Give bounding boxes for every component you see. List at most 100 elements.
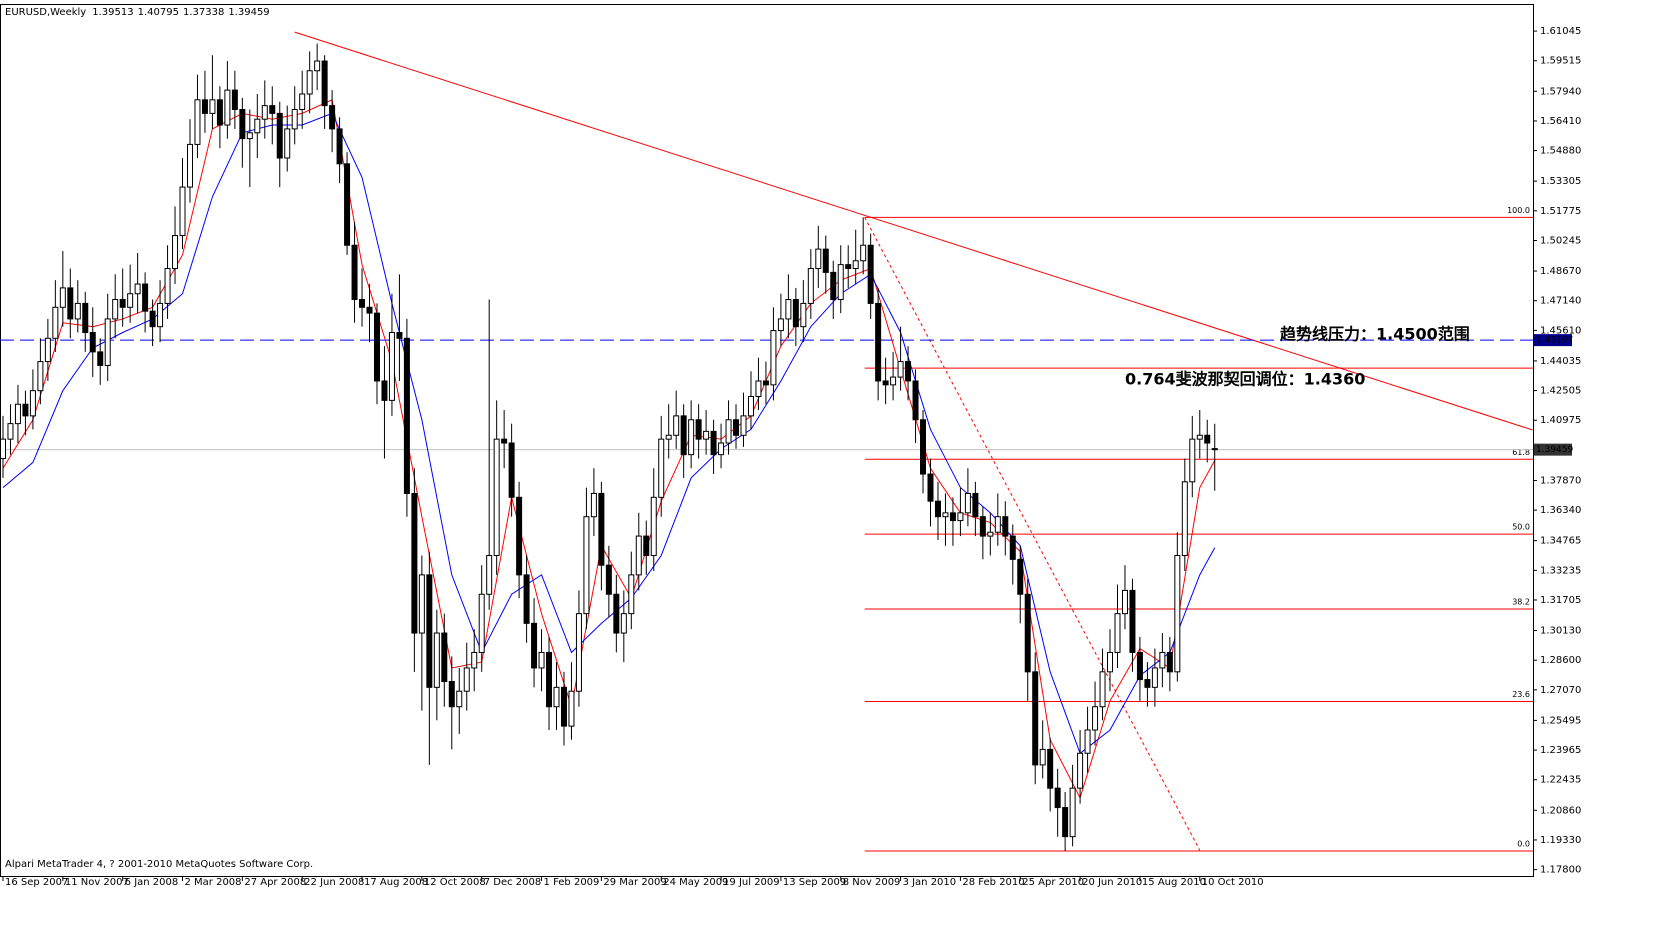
candle-body (852, 260, 859, 270)
candle-body (890, 376, 897, 386)
candle-body (1189, 438, 1196, 483)
candle-body (777, 318, 784, 332)
candle-body (875, 302, 882, 382)
candle-body (1032, 671, 1039, 766)
candle-body (822, 248, 829, 273)
y-tick-label: 1.61045 (1540, 26, 1581, 37)
candle-body (807, 268, 814, 304)
candle-body (830, 271, 837, 301)
candle-body (957, 512, 964, 522)
candle-body (635, 535, 642, 576)
candle-body (456, 690, 463, 708)
x-tick-label: 17 Aug 2008 (364, 877, 428, 888)
y-tick-label: 1.47140 (1540, 296, 1581, 307)
annotation: 趋势线压力：1.4500范围 (1280, 325, 1470, 344)
candle-body (523, 574, 530, 624)
candle-body (97, 351, 104, 366)
candle-body (224, 89, 231, 126)
candle-body (359, 299, 366, 308)
candle-body (710, 430, 717, 456)
moving-average (2, 99, 1216, 800)
fib-label: 61.8 (1512, 448, 1530, 457)
candle-body (1114, 613, 1121, 653)
x-tick-label: 3 Jan 2010 (903, 877, 957, 888)
candle-body (239, 109, 246, 140)
candle-body (501, 438, 508, 444)
candle-body (172, 235, 179, 270)
candle-body (568, 690, 575, 727)
candle-body (1084, 729, 1091, 754)
candle-body (426, 574, 433, 688)
candle-body (800, 302, 807, 328)
candle-body (321, 60, 328, 107)
y-tick-label: 1.48670 (1540, 266, 1581, 277)
candle-body (912, 380, 919, 421)
candle-body (366, 306, 373, 314)
x-tick-label: 28 Feb 2010 (962, 877, 1024, 888)
candle-body (306, 70, 313, 95)
fib-label: 50.0 (1512, 523, 1530, 532)
y-tick-label: 1.50245 (1540, 235, 1581, 246)
candle-body (762, 380, 769, 386)
candle-body (433, 632, 440, 688)
y-tick-label: 1.59515 (1540, 56, 1581, 67)
candle-body (1107, 651, 1114, 673)
candle-body (216, 99, 223, 126)
price-box (1534, 443, 1572, 456)
candle-body (134, 283, 141, 295)
candle-body (22, 403, 29, 417)
low: 1.37338 (183, 7, 224, 18)
candle-body (246, 132, 253, 140)
candle-body (882, 380, 889, 386)
candle-body (1181, 481, 1188, 556)
candle-body (1062, 807, 1069, 838)
y-tick-label: 1.20860 (1540, 805, 1581, 816)
candle-body (949, 512, 956, 522)
candle-body (546, 651, 553, 708)
candle-body (605, 564, 612, 595)
candle-body (747, 395, 754, 417)
candle-body (905, 361, 912, 382)
x-tick-label: 15 Aug 2010 (1142, 877, 1206, 888)
candle-body (792, 299, 799, 328)
candle-body (1196, 434, 1203, 440)
y-tick-label: 1.30130 (1540, 626, 1581, 637)
y-tick-label: 1.45610 (1540, 325, 1581, 336)
candle-body (291, 109, 298, 130)
candle-body (560, 686, 567, 727)
y-tick-label: 1.34765 (1540, 536, 1581, 547)
candle-body (972, 492, 979, 518)
fib-label: 23.6 (1512, 690, 1530, 699)
candle-body (463, 667, 470, 692)
candle-body (1166, 651, 1173, 673)
candle-body (1136, 651, 1143, 681)
y-tick-label: 1.51775 (1540, 206, 1581, 217)
candle-body (867, 244, 874, 304)
price-box-label: 1.45107 (1536, 336, 1573, 346)
candle-body (934, 500, 941, 518)
fib-diagonal (864, 217, 1201, 851)
candle-body (1009, 535, 1016, 560)
x-tick-label: 10 Oct 2010 (1202, 877, 1264, 888)
y-tick-label: 1.28600 (1540, 655, 1581, 666)
candle-body (299, 93, 306, 111)
candle-body (994, 516, 1001, 533)
candle-body (531, 622, 538, 669)
x-tick-label: 19 Jul 2009 (723, 877, 780, 888)
y-tick-label: 1.53305 (1540, 176, 1581, 187)
y-tick-label: 1.31705 (1540, 595, 1581, 606)
candle-body (179, 186, 186, 237)
candle-body (516, 496, 523, 576)
candle-body (740, 415, 747, 436)
candle-body (583, 516, 590, 615)
candle-body (658, 438, 665, 498)
candle-body (261, 105, 268, 120)
candle-body (373, 312, 380, 382)
annotation: 0.764斐波那契回调位：1.4360 (1125, 370, 1365, 389)
candle-body (44, 337, 51, 363)
x-tick-label: 27 Apr 2008 (244, 877, 306, 888)
x-tick-label: 22 Jun 2008 (304, 877, 364, 888)
x-tick-label: 25 Apr 2010 (1022, 877, 1084, 888)
candle-body (149, 310, 156, 328)
